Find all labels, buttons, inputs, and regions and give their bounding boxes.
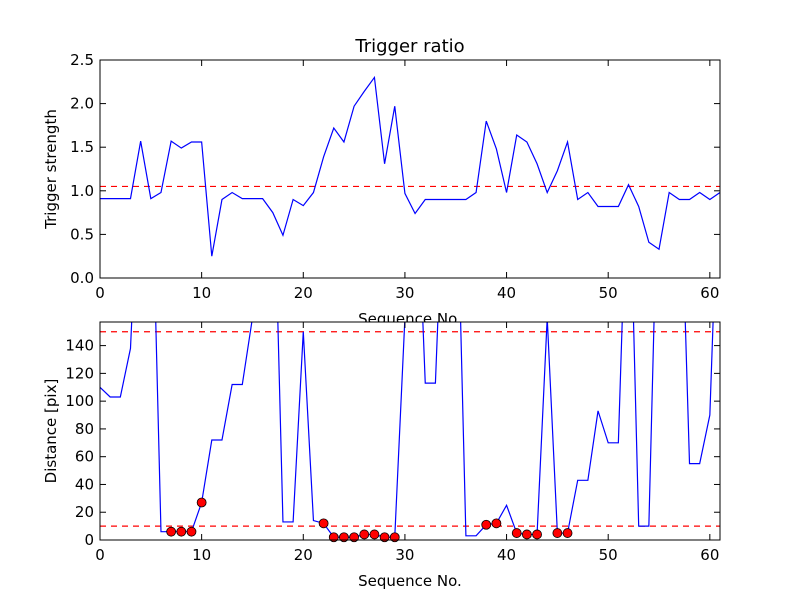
y-tick-label: 0.0 bbox=[70, 269, 94, 287]
x-tick-label: 10 bbox=[192, 546, 211, 564]
data-point-marker bbox=[389, 532, 400, 543]
y-tick-label: 80 bbox=[75, 420, 94, 438]
x-tick-label: 60 bbox=[700, 284, 719, 302]
data-point-marker bbox=[196, 497, 207, 508]
y-tick-label: 2.5 bbox=[70, 51, 94, 69]
data-point-marker bbox=[359, 529, 370, 540]
x-axis-label: Sequence No. bbox=[358, 572, 462, 590]
data-point-marker bbox=[491, 518, 502, 529]
series-line-1 bbox=[100, 75, 720, 257]
x-tick-label: 20 bbox=[294, 284, 313, 302]
data-point-marker bbox=[562, 528, 573, 538]
axes-frame bbox=[99, 59, 721, 279]
x-tick-label: 30 bbox=[395, 284, 414, 302]
x-tick-label: 50 bbox=[599, 546, 618, 564]
data-point-marker bbox=[166, 526, 177, 537]
x-tick-label: 10 bbox=[192, 284, 211, 302]
y-tick-label: 120 bbox=[65, 364, 94, 382]
y-axis-label: Trigger strength bbox=[42, 109, 60, 230]
data-point-marker bbox=[369, 529, 380, 540]
y-tick-label: 140 bbox=[65, 337, 94, 355]
data-point-marker bbox=[511, 528, 522, 538]
x-tick-label: 0 bbox=[95, 546, 105, 564]
axes-frame bbox=[99, 321, 721, 541]
y-tick-label: 100 bbox=[65, 392, 94, 410]
y-tick-label: 0 bbox=[84, 531, 94, 549]
x-tick-label: 40 bbox=[497, 284, 516, 302]
y-tick-label: 0.5 bbox=[70, 225, 94, 243]
plot-area bbox=[100, 322, 720, 540]
y-tick-label: 20 bbox=[75, 503, 94, 521]
x-tick-label: 20 bbox=[294, 546, 313, 564]
x-tick-label: 40 bbox=[497, 546, 516, 564]
y-tick-label: 2.0 bbox=[70, 95, 94, 113]
data-point-marker bbox=[552, 528, 563, 538]
chart-title: Trigger ratio bbox=[354, 36, 464, 57]
x-tick-label: 0 bbox=[95, 284, 105, 302]
y-axis-label: Distance [pix] bbox=[42, 379, 60, 484]
data-point-marker bbox=[328, 532, 339, 543]
x-tick-label: 50 bbox=[599, 284, 618, 302]
y-tick-label: 1.5 bbox=[70, 138, 94, 156]
data-point-marker bbox=[379, 532, 390, 543]
x-tick-label: 30 bbox=[395, 546, 414, 564]
data-point-marker bbox=[481, 519, 492, 530]
y-tick-label: 1.0 bbox=[70, 182, 94, 200]
data-point-marker bbox=[349, 532, 359, 543]
chart-panel-2: 0 10 20 30 40 50 60 0 20 40 60 80 100 120 140 Sequence … bbox=[42, 321, 721, 590]
data-point-marker bbox=[318, 518, 329, 529]
y-tick-label: 40 bbox=[75, 475, 94, 493]
data-point-marker bbox=[186, 526, 197, 537]
x-tick-label: 60 bbox=[700, 546, 719, 564]
data-point-marker bbox=[521, 529, 532, 540]
series-line-1 bbox=[100, 322, 714, 538]
chart-panel-1: 0 10 20 30 40 50 600.00.51.01.52.02.5Sequence … bbox=[42, 36, 721, 328]
y-tick-label: 60 bbox=[75, 448, 94, 466]
data-point-marker bbox=[532, 529, 542, 540]
data-point-marker bbox=[339, 532, 349, 543]
data-point-marker bbox=[176, 526, 187, 537]
plot-area bbox=[100, 60, 720, 278]
